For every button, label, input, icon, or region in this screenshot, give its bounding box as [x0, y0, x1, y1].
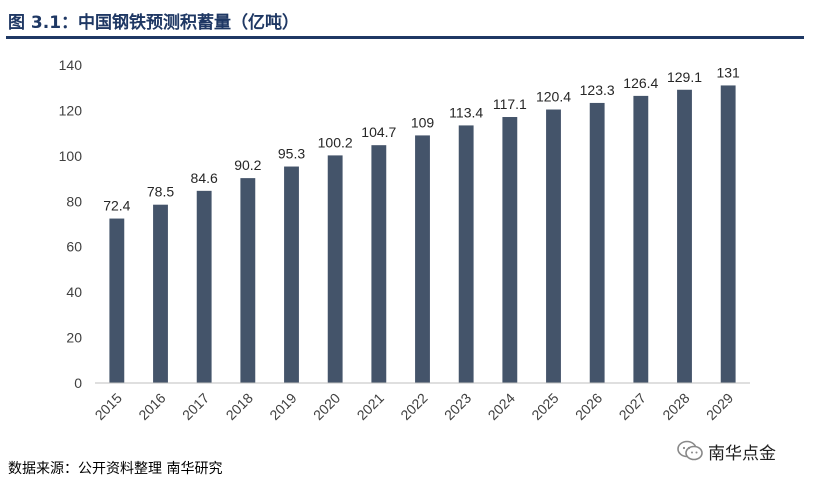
bar-2025 — [546, 109, 561, 384]
bar-2017 — [196, 190, 212, 383]
data-label: 90.2 — [234, 157, 261, 173]
bar-2018 — [240, 178, 256, 383]
bar-2027 — [633, 95, 649, 384]
x-tick-label: 2028 — [659, 390, 692, 423]
x-tick-label: 2017 — [179, 390, 212, 423]
y-tick-label: 0 — [74, 375, 82, 391]
y-tick-label: 60 — [66, 239, 82, 255]
x-axis: 2015 2016 2017 2018 2019 2020 2021 2022 2023 2024… — [92, 382, 750, 423]
data-label: 113.4 — [449, 104, 483, 120]
x-tick-label: 2019 — [266, 390, 299, 423]
x-tick-label: 2027 — [616, 390, 649, 423]
data-labels: 72.4 78.5 84.6 90.2 95.3 100.2 104.7 109 113.4 11… — [103, 64, 740, 213]
bar-2023 — [458, 125, 474, 384]
bar-2026 — [589, 102, 605, 383]
bar-2016 — [153, 204, 168, 383]
x-tick-label: 2026 — [572, 390, 605, 423]
y-tick-label: 80 — [66, 193, 82, 209]
y-tick-label: 40 — [66, 284, 82, 300]
y-tick-label: 100 — [59, 148, 83, 164]
bar-2028 — [677, 89, 692, 383]
data-label: 129.1 — [667, 69, 702, 85]
y-tick-label: 120 — [59, 102, 83, 118]
bar-series — [109, 85, 736, 384]
data-label: 120.4 — [536, 89, 571, 105]
x-tick-label: 2024 — [485, 390, 518, 423]
data-label: 100.2 — [318, 134, 353, 150]
brand-name: 南华点金 — [708, 443, 776, 464]
x-tick-label: 2023 — [441, 390, 474, 423]
bar-chart: 0 20 40 60 80 100 120 140 72.4 78.5 84.6 90.2 95.3 1… — [59, 57, 750, 423]
bar-2021 — [371, 145, 387, 383]
x-tick-label: 2029 — [703, 390, 736, 423]
figure-header: 图 3.1：中国钢铁预测积蓄量（亿吨） — [6, 6, 812, 39]
figure-title: 图 3.1：中国钢铁预测积蓄量（亿吨） — [8, 13, 300, 33]
source-note: 数据来源：公开资料整理 南华研究 — [8, 461, 223, 477]
data-label: 126.4 — [623, 75, 658, 91]
x-tick-label: 2022 — [397, 390, 430, 423]
bar-2029 — [720, 85, 736, 383]
x-tick-label: 2015 — [92, 390, 125, 423]
y-tick-label: 20 — [66, 330, 82, 346]
title-divider — [6, 36, 804, 39]
data-label: 72.4 — [103, 198, 130, 214]
bar-2015 — [109, 218, 125, 383]
wechat-icon — [677, 440, 703, 461]
brand-watermark: 南华点金 — [676, 438, 776, 464]
bar-2022 — [415, 135, 430, 383]
data-label: 131 — [716, 64, 740, 80]
data-label: 78.5 — [147, 184, 174, 200]
bar-2019 — [284, 166, 299, 383]
data-label: 84.6 — [191, 170, 218, 186]
bar-2024 — [502, 117, 518, 383]
data-label: 104.7 — [361, 124, 396, 140]
x-tick-label: 2018 — [223, 390, 256, 423]
x-tick-label: 2025 — [528, 390, 561, 423]
x-tick-label: 2021 — [354, 390, 387, 423]
x-tick-label: 2016 — [135, 390, 168, 423]
data-label: 123.3 — [580, 82, 615, 98]
y-axis: 0 20 40 60 80 100 120 140 — [59, 57, 83, 391]
bar-2020 — [327, 155, 343, 383]
data-label: 95.3 — [278, 146, 305, 162]
data-label: 109 — [411, 114, 435, 130]
data-label: 117.1 — [493, 96, 527, 112]
y-tick-label: 140 — [59, 57, 83, 73]
x-tick-label: 2020 — [310, 390, 343, 423]
